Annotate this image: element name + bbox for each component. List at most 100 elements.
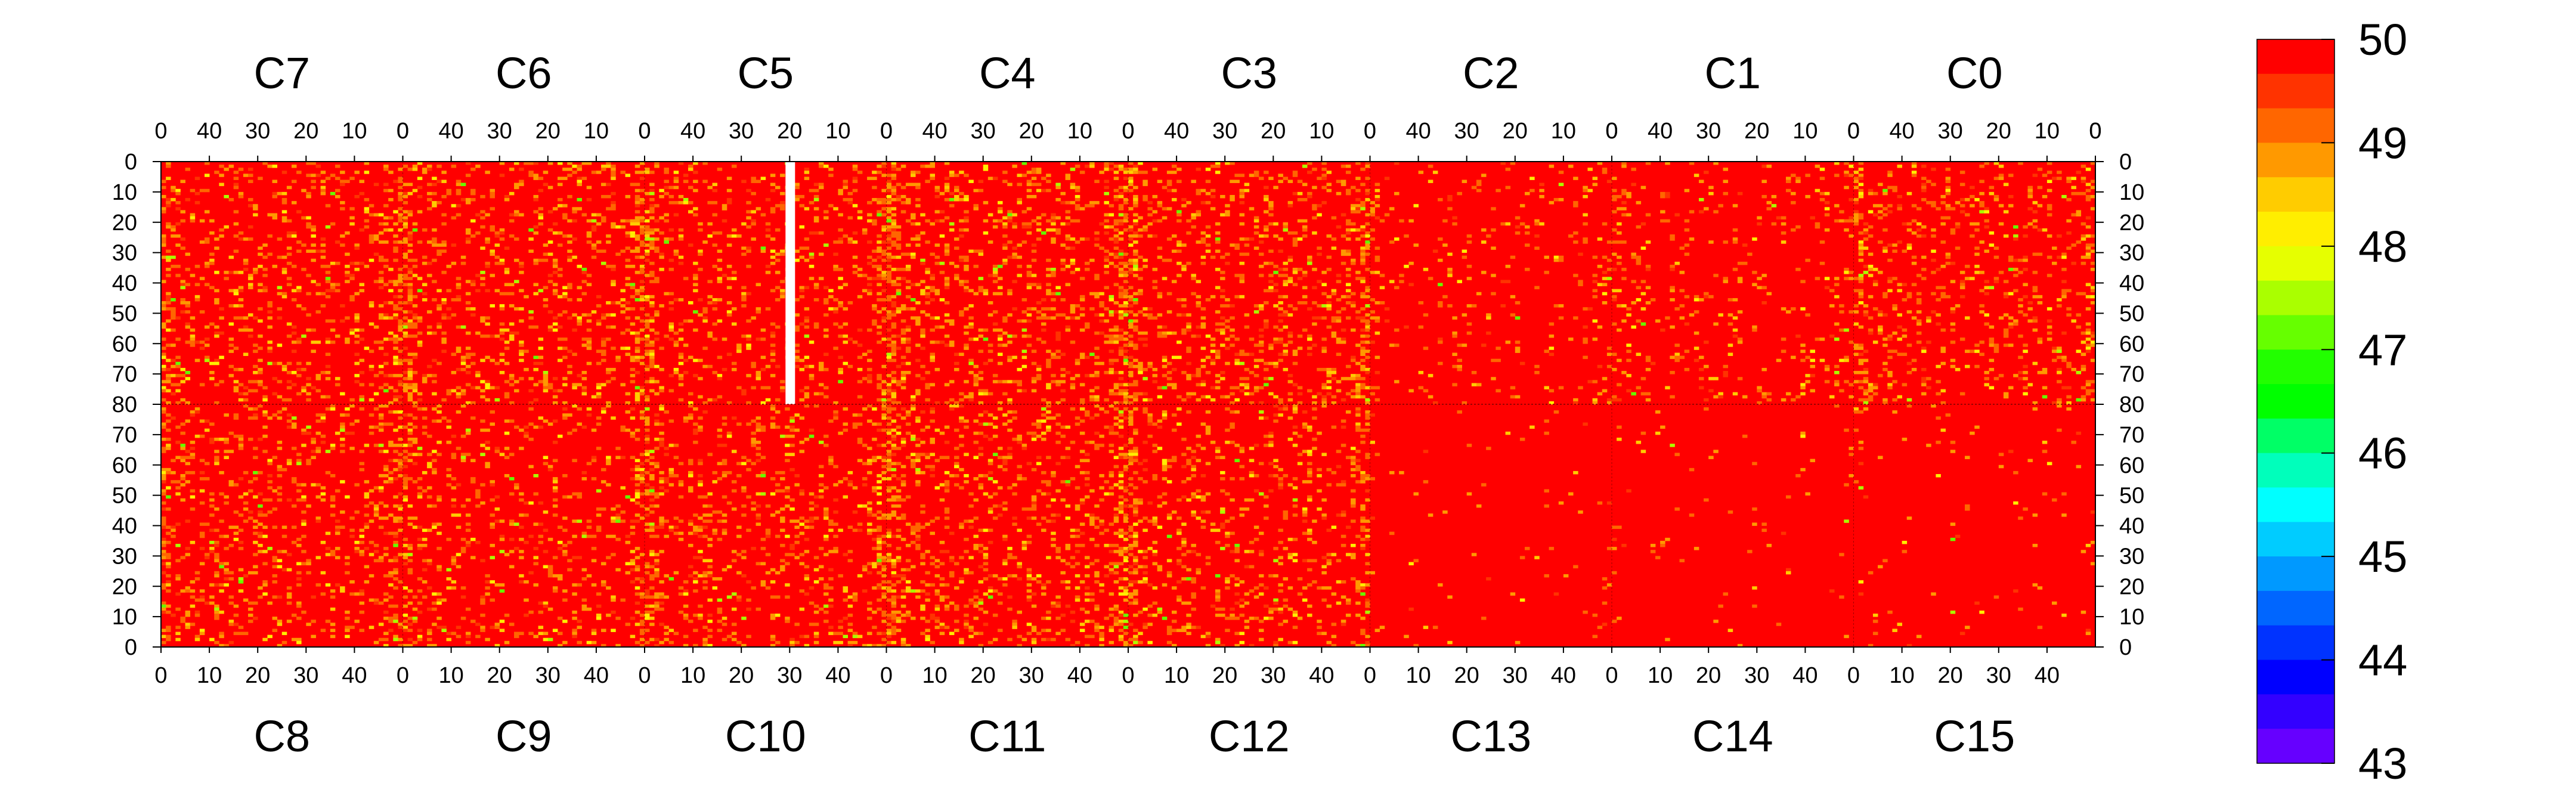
- module-cells-c15: [1853, 404, 2096, 648]
- bottom-tick-label: 10: [922, 663, 947, 688]
- bottom-tick-label: 10: [197, 663, 222, 688]
- bottom-tick-label: 30: [777, 663, 802, 688]
- colorbar-segment: [2257, 418, 2334, 454]
- bottom-tick-label: 20: [487, 663, 512, 688]
- y-tick-label-right: 80: [2119, 392, 2144, 417]
- bottom-tick-label: 40: [1792, 663, 1818, 688]
- module-cells-c5: [645, 162, 887, 405]
- y-tick-label-right: 30: [2119, 544, 2144, 569]
- y-tick-label-left: 40: [112, 514, 137, 539]
- bottom-tick-label: 10: [1648, 663, 1673, 688]
- top-tick-label: 0: [880, 119, 893, 144]
- module-cells-c4: [886, 162, 1129, 405]
- top-tick-label: 30: [1454, 119, 1479, 144]
- y-tick-label-left: 60: [112, 453, 137, 478]
- y-tick-label-right: 10: [2119, 180, 2144, 205]
- bottom-tick-label: 10: [1405, 663, 1431, 688]
- colorbar-segment: [2257, 143, 2334, 178]
- module-cells-c8: [161, 404, 403, 648]
- y-tick-label-right: 0: [2119, 150, 2132, 175]
- colorbar-segment: [2257, 522, 2334, 557]
- top-tick-label: 20: [777, 119, 802, 144]
- top-tick-label: 20: [1744, 119, 1769, 144]
- bottom-tick-label: 40: [1067, 663, 1092, 688]
- bottom-tick-label: 10: [438, 663, 463, 688]
- top-tick-label: 40: [438, 119, 463, 144]
- bottom-tick-label: 20: [245, 663, 270, 688]
- top-tick-label: 0: [397, 119, 409, 144]
- top-tick-label: 40: [197, 119, 222, 144]
- y-tick-label-right: 0: [2119, 635, 2132, 660]
- top-tick-label: 0: [1605, 119, 1618, 144]
- y-tick-label-right: 50: [2119, 301, 2144, 326]
- top-tick-label: 30: [487, 119, 512, 144]
- module-labels: C7 C6 C5 C4 C3 C2 C1 C0 C8 C9 C10 C11 C12 C13 C14 C15: [253, 48, 2015, 761]
- colorbar-tick-label: 45: [2358, 532, 2407, 581]
- top-tick-label: 0: [1364, 119, 1376, 144]
- colorbar-segment: [2257, 453, 2334, 488]
- top-tick-label: 10: [1792, 119, 1818, 144]
- module-label-c5: C5: [737, 48, 794, 98]
- module-label-c1: C1: [1704, 48, 1761, 98]
- y-tick-label-left: 0: [125, 635, 137, 660]
- y-tick-label-right: 70: [2119, 423, 2144, 448]
- bottom-tick-label: 10: [1889, 663, 1914, 688]
- top-tick-label: 40: [1648, 119, 1673, 144]
- y-tick-label-right: 10: [2119, 605, 2144, 630]
- module-cells-c7: [161, 162, 403, 405]
- y-tick-label-left: 50: [112, 484, 137, 509]
- module-label-c11: C11: [968, 711, 1046, 761]
- top-tick-label: 20: [1986, 119, 2011, 144]
- bottom-tick-label: 30: [1503, 663, 1528, 688]
- top-tick-label: 0: [638, 119, 651, 144]
- colorbar-segment: [2257, 315, 2334, 350]
- top-tick-label: 0: [2089, 119, 2101, 144]
- top-tick-label: 30: [1938, 119, 1963, 144]
- y-tick-label-left: 50: [112, 301, 137, 326]
- bottom-tick-label: 0: [1847, 663, 1860, 688]
- top-tick-label: 0: [1605, 119, 1618, 144]
- top-tick-label: 10: [1551, 119, 1576, 144]
- module-cells-c9: [402, 404, 645, 648]
- top-tick-label: 10: [2035, 119, 2060, 144]
- module-label-c3: C3: [1221, 48, 1277, 98]
- gap-strip-c5: [785, 162, 795, 404]
- bottom-tick-label: 40: [1309, 663, 1334, 688]
- top-tick-label: 0: [1122, 119, 1134, 144]
- top-tick-label: 0: [1847, 119, 1860, 144]
- top-tick-label: 0: [1847, 119, 1860, 144]
- y-tick-label-left: 10: [112, 605, 137, 630]
- module-cells-c0: [1853, 162, 2096, 405]
- bottom-tick-label: 20: [1938, 663, 1963, 688]
- top-tick-label: 40: [922, 119, 947, 144]
- y-tick-label-right: 40: [2119, 514, 2144, 539]
- top-tick-label: 0: [638, 119, 651, 144]
- top-tick-label: 40: [680, 119, 705, 144]
- y-tick-label-right: 40: [2119, 271, 2144, 296]
- colorbar-tick-label: 43: [2358, 739, 2407, 788]
- bottom-tick-label: 20: [1212, 663, 1237, 688]
- bottom-tick-label: 0: [638, 663, 651, 688]
- top-tick-label: 30: [1212, 119, 1237, 144]
- top-tick-label: 0: [1122, 119, 1134, 144]
- top-tick-label: 20: [293, 119, 318, 144]
- module-cells-c1: [1612, 162, 1854, 405]
- y-tick-label-right: 20: [2119, 210, 2144, 236]
- bottom-tick-label: 0: [1364, 663, 1376, 688]
- bottom-tick-label: 20: [1454, 663, 1479, 688]
- colorbar-segment: [2257, 212, 2334, 247]
- bottom-tick-label: 20: [729, 663, 754, 688]
- bottom-tick-label: 0: [154, 663, 167, 688]
- y-tick-label-left: 10: [112, 180, 137, 205]
- top-tick-label: 0: [397, 119, 409, 144]
- bottom-tick-label: 10: [680, 663, 705, 688]
- y-tick-label-right: 30: [2119, 241, 2144, 266]
- bottom-tick-label: 20: [971, 663, 996, 688]
- top-tick-label: 30: [1696, 119, 1721, 144]
- bottom-tick-label: 40: [342, 663, 367, 688]
- module-label-c13: C13: [1450, 711, 1531, 761]
- module-cells-c3: [1128, 162, 1370, 405]
- colorbar-segment: [2257, 660, 2334, 695]
